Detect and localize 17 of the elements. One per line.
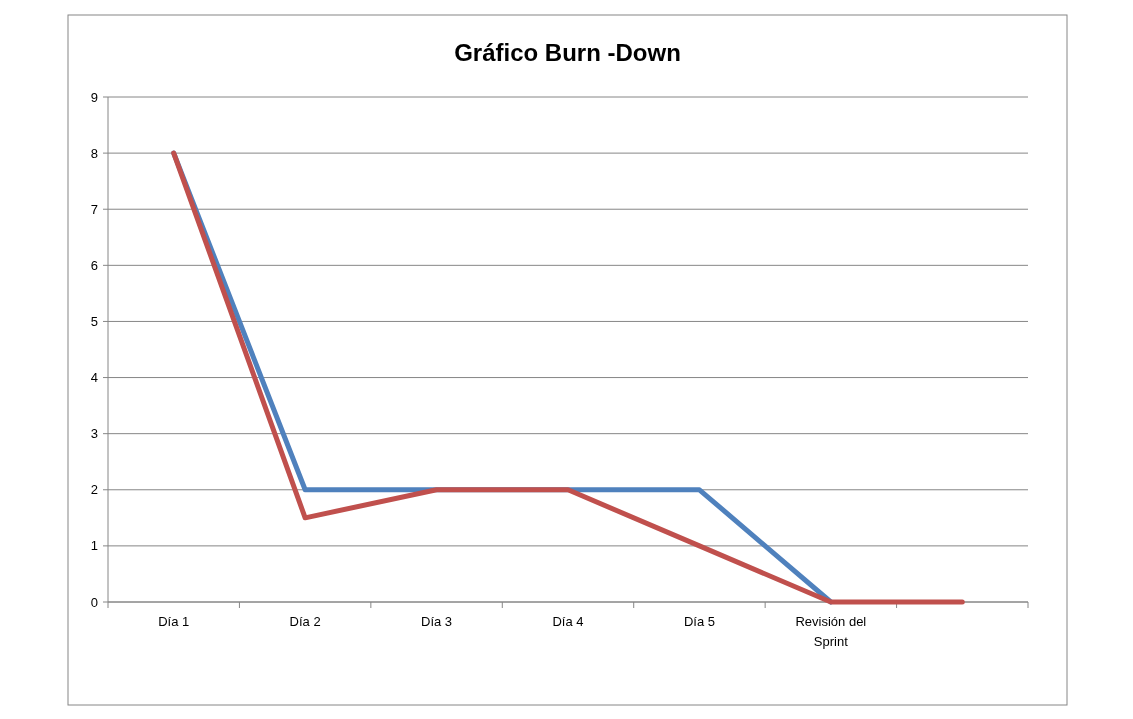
chart-title: Gráfico Burn -Down [454,39,681,66]
y-tick-label: 2 [90,482,98,498]
x-tick-label: Día 2 [289,614,321,629]
y-tick-label: 7 [90,201,98,217]
x-tick-label: Día 5 [683,614,715,629]
x-tick-label: Día 3 [421,614,453,629]
x-tick-label: Día 4 [552,614,584,629]
y-tick-label: 0 [90,594,98,610]
x-tick-label: Revisión del Sprint [795,614,867,649]
y-tick-label: 4 [90,370,98,386]
x-tick-label: Día 1 [158,614,190,629]
y-tick-label: 5 [90,313,98,329]
y-tick-label: 9 [90,89,98,105]
y-tick-label: 8 [90,145,98,161]
y-tick-label: 3 [90,426,98,442]
y-tick-label: 6 [90,257,98,273]
y-tick-label: 1 [90,538,98,554]
